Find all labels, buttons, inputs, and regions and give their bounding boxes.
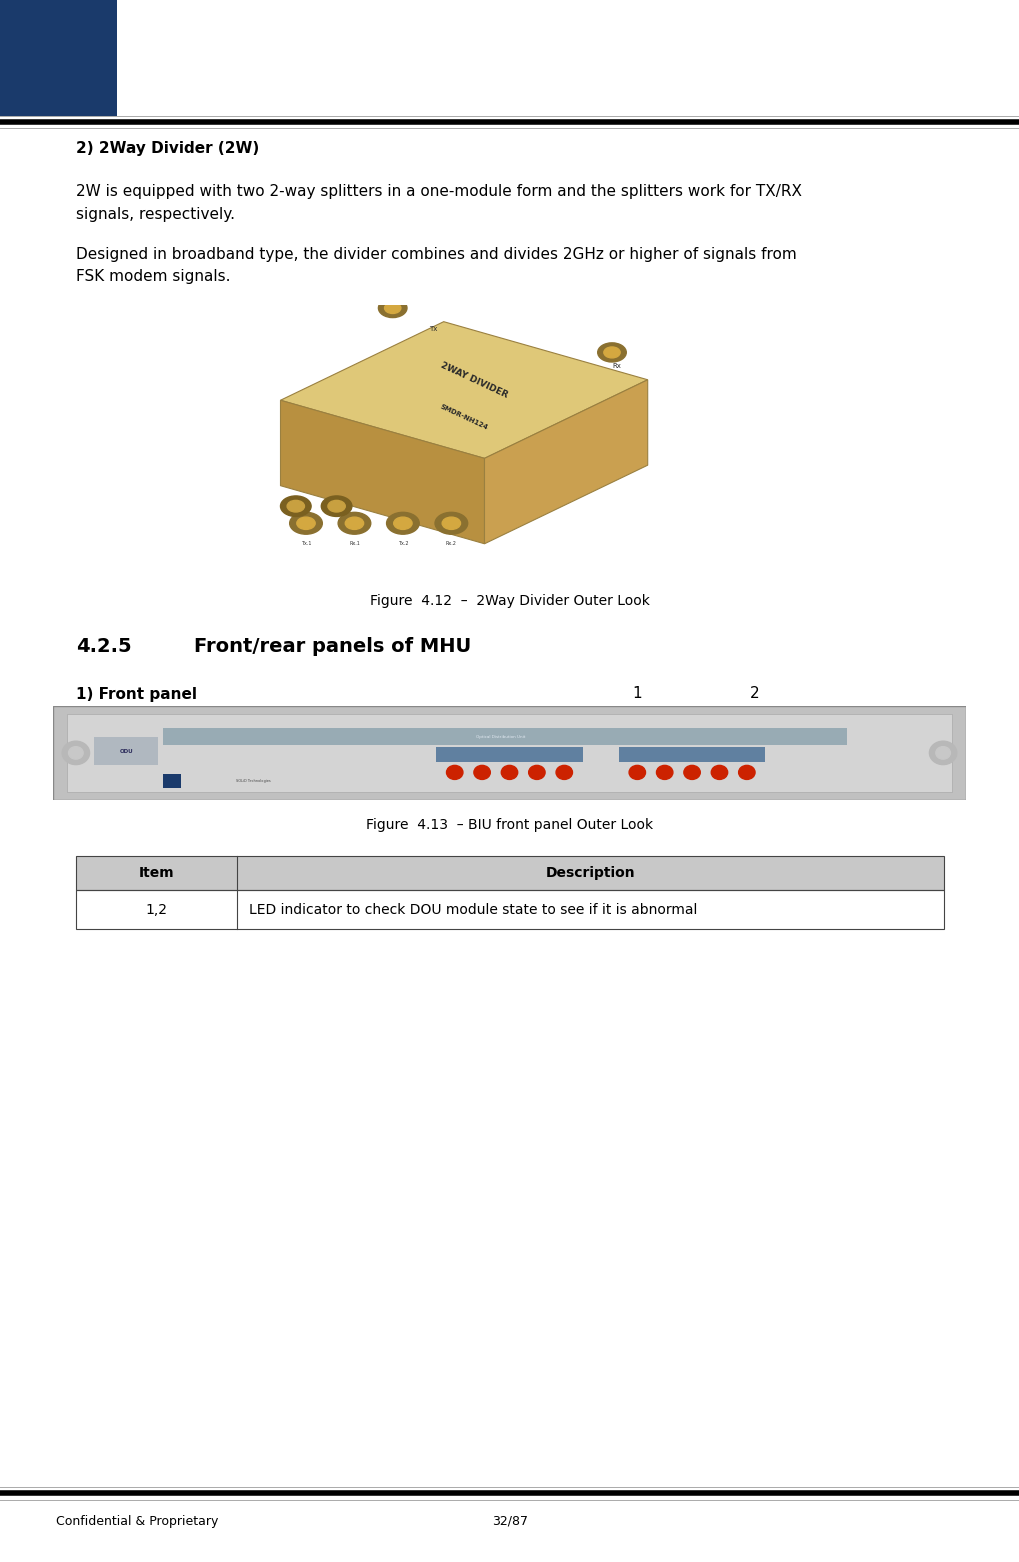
Text: Tx: Tx xyxy=(429,325,437,331)
FancyBboxPatch shape xyxy=(53,706,965,800)
Bar xyxy=(76,890,943,929)
FancyBboxPatch shape xyxy=(162,775,180,787)
Circle shape xyxy=(287,500,305,512)
Circle shape xyxy=(62,742,90,765)
Circle shape xyxy=(384,303,400,314)
Text: Front/rear panels of MHU: Front/rear panels of MHU xyxy=(194,637,471,656)
Text: SOLiD Technologies: SOLiD Technologies xyxy=(235,779,270,783)
Circle shape xyxy=(474,765,490,779)
Text: Item: Item xyxy=(139,867,174,879)
Circle shape xyxy=(434,512,467,534)
Text: Tx.2: Tx.2 xyxy=(397,542,408,547)
FancyBboxPatch shape xyxy=(619,747,764,762)
Circle shape xyxy=(378,298,407,317)
Circle shape xyxy=(328,500,345,512)
Circle shape xyxy=(603,347,620,358)
Circle shape xyxy=(289,512,322,534)
Circle shape xyxy=(555,765,572,779)
Text: ODU: ODU xyxy=(119,748,132,754)
Text: Figure  4.13  – BIU front panel Outer Look: Figure 4.13 – BIU front panel Outer Look xyxy=(366,818,653,833)
Text: Rx.2: Rx.2 xyxy=(445,542,457,547)
FancyBboxPatch shape xyxy=(162,728,847,745)
Circle shape xyxy=(345,517,364,530)
Text: Confidential & Proprietary: Confidential & Proprietary xyxy=(56,1515,218,1528)
Text: 1: 1 xyxy=(632,686,642,701)
Bar xyxy=(76,856,943,890)
Text: Optical Distribution Unit: Optical Distribution Unit xyxy=(475,736,525,739)
Text: 2W is equipped with two 2-way splitters in a one-module form and the splitters w: 2W is equipped with two 2-way splitters … xyxy=(76,184,802,222)
Circle shape xyxy=(500,765,518,779)
Text: LED indicator to check DOU module state to see if it is abnormal: LED indicator to check DOU module state … xyxy=(249,903,697,917)
Circle shape xyxy=(338,512,371,534)
Text: SMDR-NH124: SMDR-NH124 xyxy=(439,403,488,431)
FancyBboxPatch shape xyxy=(0,0,117,116)
Circle shape xyxy=(442,517,461,530)
Text: Description: Description xyxy=(545,867,635,879)
Text: 32/87: 32/87 xyxy=(491,1515,528,1528)
Circle shape xyxy=(928,742,956,765)
Text: 2) 2Way Divider (2W): 2) 2Way Divider (2W) xyxy=(76,141,260,156)
Circle shape xyxy=(710,765,727,779)
Text: TECHNOLOGIES: TECHNOLOGIES xyxy=(32,87,86,92)
Text: 1) Front panel: 1) Front panel xyxy=(76,687,198,703)
Circle shape xyxy=(297,517,315,530)
Polygon shape xyxy=(484,380,647,544)
Text: 1,2: 1,2 xyxy=(146,903,167,917)
Circle shape xyxy=(280,497,311,517)
Circle shape xyxy=(738,765,754,779)
Circle shape xyxy=(446,765,463,779)
Bar xyxy=(76,890,943,929)
Text: Designed in broadband type, the divider combines and divides 2GHz or higher of s: Designed in broadband type, the divider … xyxy=(76,247,797,284)
Circle shape xyxy=(386,512,419,534)
Text: Tx.1: Tx.1 xyxy=(301,542,311,547)
Text: 2WAY DIVIDER: 2WAY DIVIDER xyxy=(439,361,508,400)
Text: SOLiD: SOLiD xyxy=(29,34,89,53)
Circle shape xyxy=(68,747,84,759)
Circle shape xyxy=(683,765,700,779)
Text: 4.2.5: 4.2.5 xyxy=(76,637,132,656)
FancyBboxPatch shape xyxy=(436,747,582,762)
Circle shape xyxy=(597,344,626,362)
FancyBboxPatch shape xyxy=(66,714,952,792)
Text: Rx.1: Rx.1 xyxy=(348,542,360,547)
Text: Rx: Rx xyxy=(612,362,621,369)
Circle shape xyxy=(393,517,412,530)
Text: 2: 2 xyxy=(749,686,759,701)
Circle shape xyxy=(528,765,544,779)
FancyBboxPatch shape xyxy=(94,737,158,764)
Circle shape xyxy=(934,747,950,759)
Polygon shape xyxy=(280,322,647,458)
Circle shape xyxy=(656,765,673,779)
Polygon shape xyxy=(280,400,484,544)
Bar xyxy=(76,856,943,890)
Text: Figure  4.12  –  2Way Divider Outer Look: Figure 4.12 – 2Way Divider Outer Look xyxy=(370,594,649,608)
Circle shape xyxy=(321,497,352,517)
Circle shape xyxy=(629,765,645,779)
